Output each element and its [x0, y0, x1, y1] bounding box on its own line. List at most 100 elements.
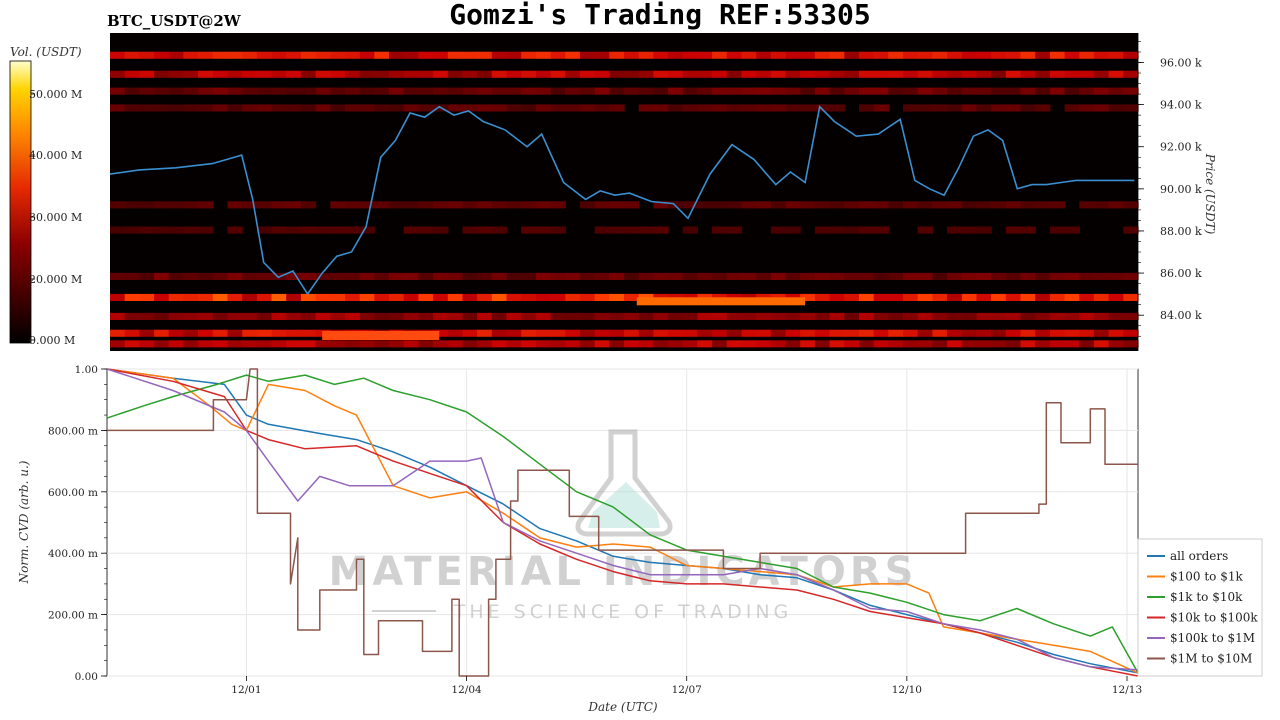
heatmap-cell — [418, 104, 434, 112]
heatmap-cell — [183, 104, 199, 112]
heatmap-cell — [1093, 201, 1110, 209]
heatmap-cell — [389, 70, 405, 78]
heatmap-cell — [785, 104, 801, 112]
heatmap-cell — [1123, 87, 1139, 95]
heatmap-cell — [168, 329, 184, 337]
heatmap-cell — [976, 201, 992, 209]
heatmap-cell — [389, 104, 405, 112]
heatmap-cell — [653, 87, 669, 95]
heatmap-cell — [535, 226, 552, 234]
heatmap-cell — [756, 340, 772, 348]
heatmap-cell — [770, 87, 787, 95]
heatmap-cell — [1020, 272, 1036, 280]
heatmap-cell — [139, 87, 155, 95]
heatmap-cell — [947, 226, 963, 234]
heatmap-cell — [506, 293, 522, 301]
heatmap-cell — [903, 312, 919, 320]
heatmap-cell — [638, 104, 654, 112]
heatmap-cell — [286, 51, 302, 59]
heatmap-cell — [110, 226, 126, 234]
heatmap-cell — [198, 51, 214, 59]
heatmap-cell — [991, 312, 1007, 320]
heatmap-cell — [433, 340, 449, 348]
heatmap-cell — [1064, 51, 1080, 59]
y-tick-label: 800.00 m — [48, 425, 98, 437]
heatmap-cell — [462, 51, 478, 59]
heatmap-cell — [315, 293, 331, 301]
heatmap-cell — [271, 329, 287, 337]
heatmap-cell — [256, 329, 273, 337]
heatmap-cell — [594, 70, 610, 78]
heatmap-cell — [212, 272, 229, 280]
heatmap-cell — [139, 272, 155, 280]
heatmap-cell — [462, 312, 478, 320]
heatmap-cell — [859, 104, 875, 112]
heatmap-cell — [183, 329, 199, 337]
heatmap-cell — [418, 340, 434, 348]
heatmap-cell — [491, 201, 508, 209]
heatmap-cell — [286, 293, 302, 301]
heatmap-cell — [433, 293, 449, 301]
heatmap-cell — [359, 226, 375, 234]
heatmap-cell — [1064, 293, 1080, 301]
heatmap-cell — [521, 329, 537, 337]
heatmap-cell — [873, 293, 889, 301]
heatmap-cell — [726, 272, 743, 280]
heatmap-cell — [330, 340, 346, 348]
heatmap-cell — [300, 226, 317, 234]
heatmap-cell — [579, 293, 596, 301]
heatmap-cell — [491, 272, 508, 280]
heatmap-cell — [535, 70, 552, 78]
heatmap-cell — [1108, 87, 1124, 95]
heatmap-cell — [785, 329, 801, 337]
heatmap-cell — [124, 70, 140, 78]
heatmap-cell — [579, 70, 596, 78]
heatmap-cell — [550, 104, 566, 112]
heatmap-cell — [286, 70, 302, 78]
heatmap-cell — [242, 201, 258, 209]
heatmap-cell — [198, 312, 214, 320]
heatmap-cell — [756, 329, 772, 337]
heatmap-cell — [462, 104, 478, 112]
heatmap-cell — [256, 293, 273, 301]
heatmap-cell — [814, 312, 831, 320]
heatmap-cell — [917, 201, 933, 209]
heatmap-cell — [491, 226, 508, 234]
heatmap-cell — [345, 201, 361, 209]
heatmap-cell — [653, 201, 669, 209]
heatmap-cell — [521, 87, 537, 95]
heatmap-cell — [624, 272, 640, 280]
heatmap-cell — [183, 51, 199, 59]
heatmap-cell — [961, 340, 978, 348]
heatmap-cell — [917, 312, 933, 320]
heatmap-cell — [873, 272, 889, 280]
heatmap-cell — [418, 51, 434, 59]
heatmap-cell — [168, 104, 184, 112]
heatmap-cell — [154, 51, 170, 59]
heatmap-cell — [653, 70, 669, 78]
price-tick-label: 90.00 k — [1160, 183, 1202, 196]
heatmap-cell — [168, 226, 184, 234]
heatmap-cell — [697, 340, 713, 348]
heatmap-cell — [844, 293, 860, 301]
heatmap-cell — [403, 70, 419, 78]
heatmap-cell — [829, 312, 845, 320]
heatmap-cell — [741, 70, 757, 78]
heatmap-cell — [154, 226, 170, 234]
heatmap-cell — [609, 329, 625, 337]
heatmap-cell — [594, 340, 610, 348]
heatmap-cell — [932, 51, 948, 59]
heatmap-cell — [256, 51, 273, 59]
heatmap-cell — [624, 51, 640, 59]
heatmap-cell — [741, 272, 757, 280]
symbol-label: BTC_USDT@2W — [107, 12, 242, 30]
heatmap-cell — [447, 329, 464, 337]
heatmap-cell — [315, 87, 331, 95]
heatmap-cell — [770, 104, 787, 112]
heatmap-cell — [594, 104, 610, 112]
heatmap-cell — [110, 70, 126, 78]
heatmap-cell — [124, 104, 140, 112]
heatmap-cell — [1064, 104, 1080, 112]
heatmap-cell — [961, 293, 978, 301]
heatmap-cell — [829, 51, 845, 59]
